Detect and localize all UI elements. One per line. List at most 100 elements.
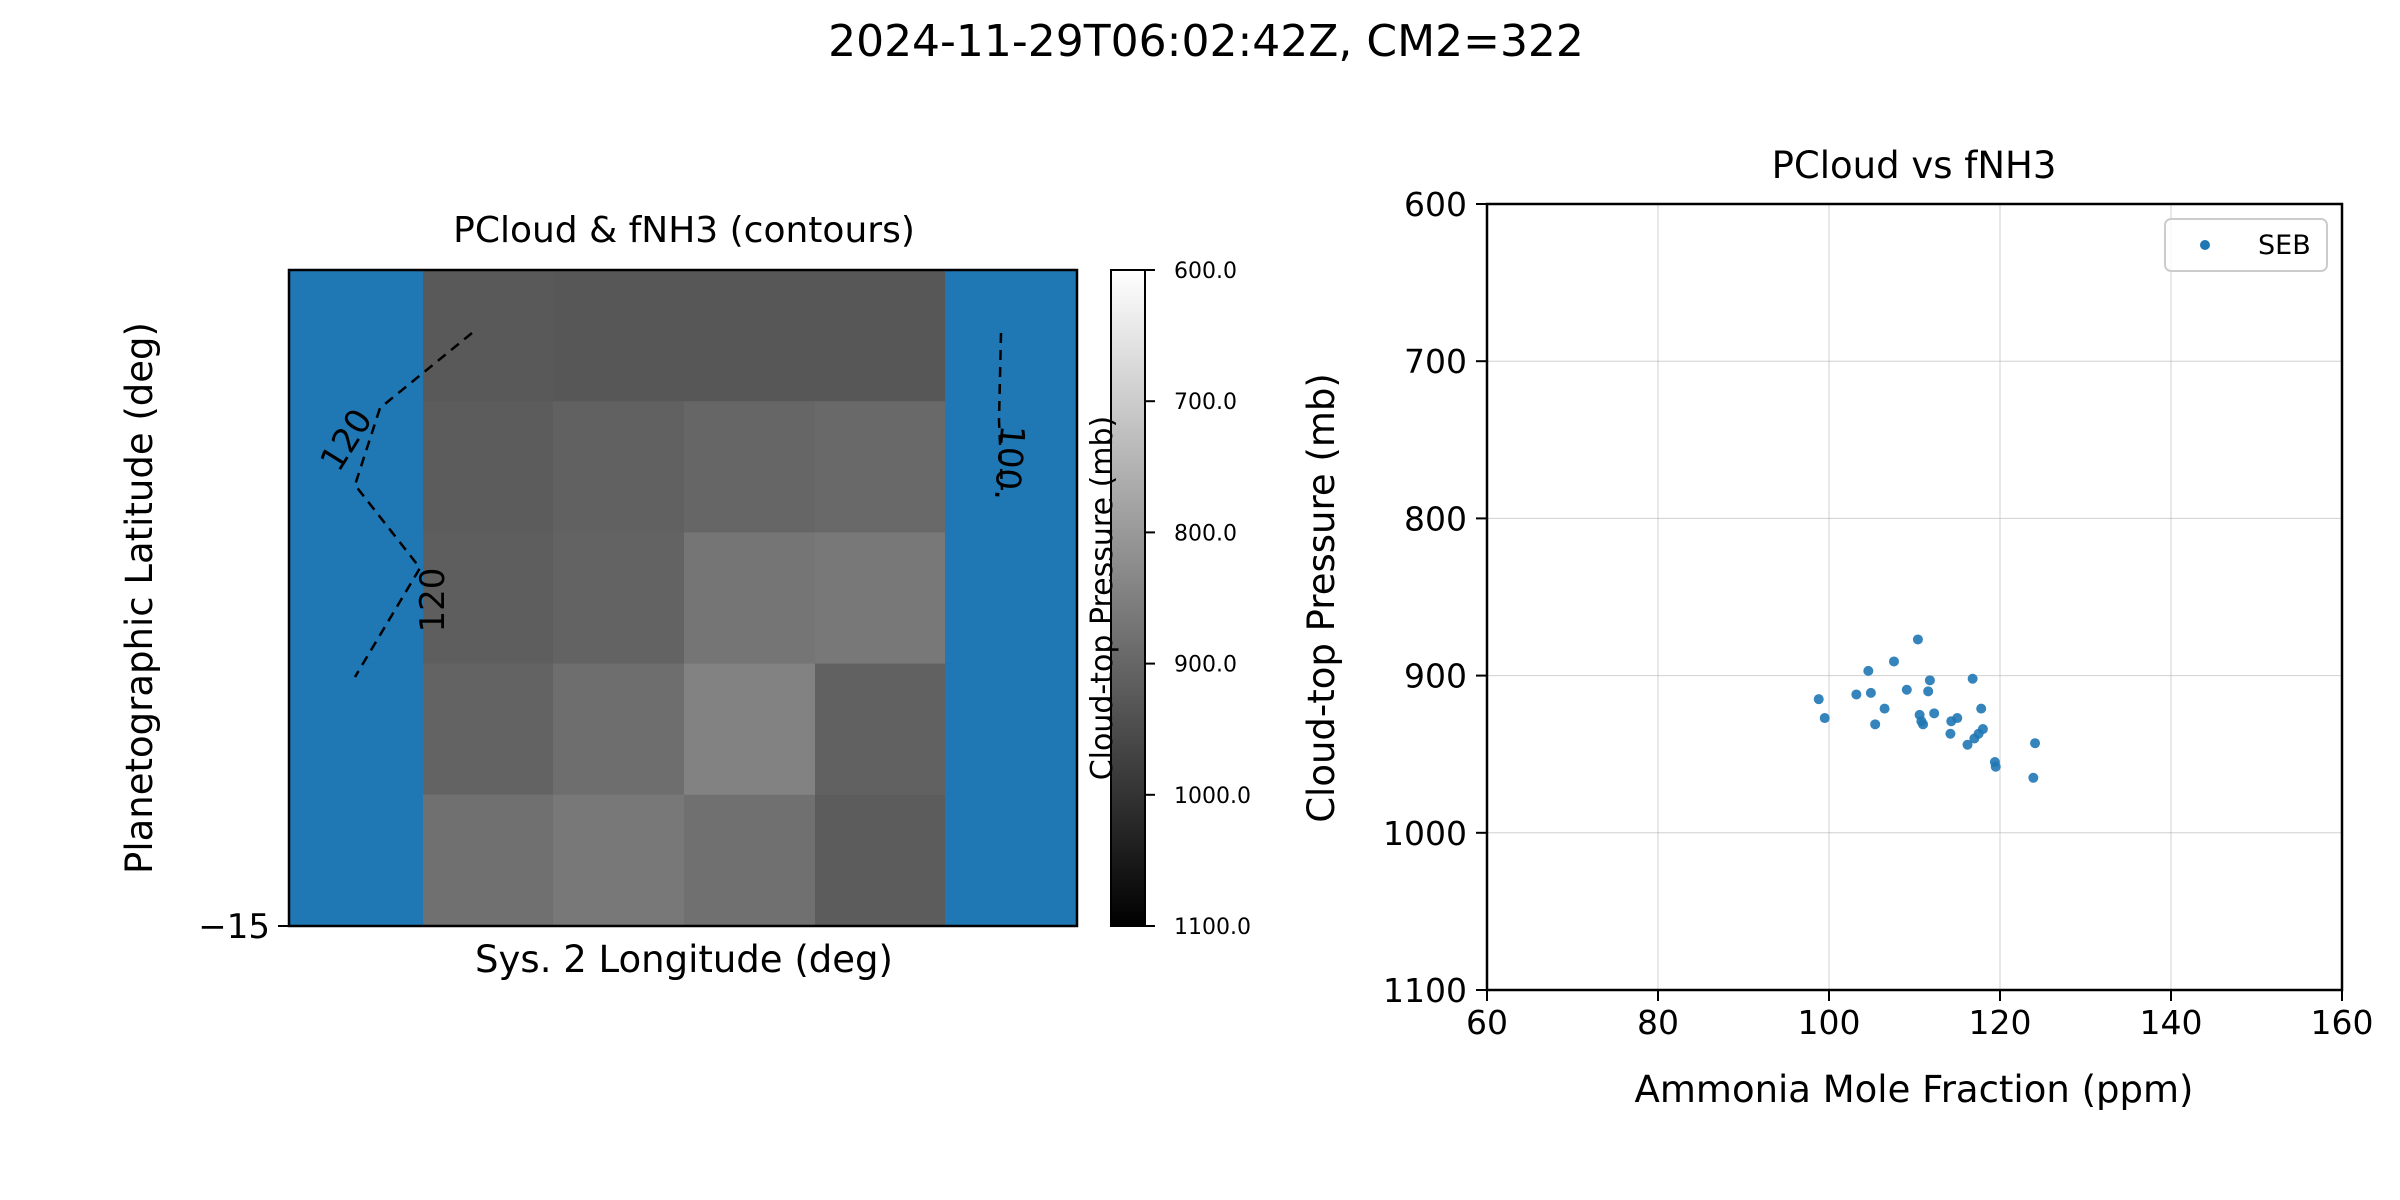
heatmap-cell bbox=[945, 532, 1077, 665]
heatmap-title: PCloud & fNH3 (contours) bbox=[453, 210, 915, 251]
heatmap-cell bbox=[553, 794, 684, 927]
heatmap-cell bbox=[553, 401, 684, 533]
heatmap-cell bbox=[289, 401, 423, 533]
scatter-point bbox=[1967, 673, 1978, 684]
heatmap-cell bbox=[553, 663, 684, 796]
scatter-grid bbox=[1486, 203, 2343, 991]
colorbar-tick-label: 1000.0 bbox=[1174, 784, 1251, 809]
colorbar-ticks: 600.0 700.0 800.0 900.0 1000.0 1100.0 bbox=[1145, 259, 1251, 940]
heatmap-cell bbox=[815, 401, 945, 533]
scatter-point bbox=[2030, 738, 2041, 749]
heatmap-contour-line bbox=[997, 332, 1004, 491]
heatmap-cell bbox=[815, 270, 945, 402]
heatmap-cell bbox=[423, 663, 553, 796]
scatter-legend-box bbox=[2164, 218, 2328, 272]
scatter-legend-label: SEB bbox=[2258, 230, 2311, 261]
heatmap-contour-label: 120 bbox=[413, 568, 453, 633]
heatmap-cells bbox=[289, 270, 1077, 927]
scatter-point bbox=[1888, 656, 1899, 667]
colorbar-tick-label: 800.0 bbox=[1174, 521, 1237, 546]
scatter-point bbox=[1851, 689, 1862, 700]
heatmap-cell bbox=[945, 794, 1077, 927]
scatter-points bbox=[1813, 634, 2041, 783]
scatter-point bbox=[1912, 634, 1923, 645]
scatter-point bbox=[1865, 687, 1876, 698]
scatter-y-tick-label: 1100 bbox=[1383, 971, 1467, 1010]
scatter-y-axis-label: Cloud-top Pressure (mb) bbox=[1300, 373, 1343, 823]
scatter-point bbox=[1819, 713, 1830, 724]
heatmap-y-tick-label: −15 bbox=[198, 907, 270, 947]
heatmap-cell bbox=[553, 532, 684, 665]
heatmap-cell bbox=[684, 532, 815, 665]
heatmap-cell bbox=[423, 270, 553, 402]
colorbar-tick-label: 900.0 bbox=[1174, 653, 1237, 678]
heatmap-cell bbox=[684, 270, 815, 402]
colorbar-tick-label: 1100.0 bbox=[1174, 915, 1251, 940]
heatmap-cell bbox=[815, 532, 945, 665]
scatter-point bbox=[1962, 739, 1973, 750]
scatter-point bbox=[1879, 703, 1890, 714]
heatmap-contour-line bbox=[353, 332, 473, 678]
scatter-x-tick-label: 120 bbox=[1969, 1003, 2032, 1042]
heatmap-cell bbox=[423, 794, 553, 927]
scatter-point bbox=[1923, 686, 1934, 697]
heatmap-contour-label: 100. bbox=[986, 424, 1032, 503]
scatter-point bbox=[1901, 684, 1912, 695]
heatmap-cell bbox=[945, 270, 1077, 402]
scatter-legend-marker bbox=[2200, 240, 2210, 250]
scatter-point bbox=[1863, 665, 1874, 676]
scatter-x-tick-label: 140 bbox=[2140, 1003, 2203, 1042]
heatmap-cell bbox=[423, 532, 553, 665]
heatmap-cell bbox=[815, 794, 945, 927]
heatmap-cell bbox=[684, 401, 815, 533]
scatter-point bbox=[1976, 703, 1987, 714]
scatter-title: PCloud vs fNH3 bbox=[1772, 144, 2057, 187]
colorbar: 600.0 700.0 800.0 900.0 1000.0 1100.0 Cloud-t… bbox=[1085, 259, 1251, 940]
scatter-x-tick-label: 160 bbox=[2311, 1003, 2374, 1042]
heatmap-cell bbox=[553, 270, 684, 402]
scatter-point bbox=[1990, 761, 2001, 772]
heatmap-x-axis-label: Sys. 2 Longitude (deg) bbox=[475, 938, 893, 981]
scatter-frame bbox=[1485, 202, 2344, 992]
scatter-ticks: 60 80 100 120 140 160 600 700 800 900 1000 1100 bbox=[1383, 185, 2373, 1042]
heatmap-cell bbox=[423, 401, 553, 533]
heatmap-cell bbox=[289, 532, 423, 665]
scatter-panel: PCloud vs fNH3 60 80 100 120 140 160 600 700 800… bbox=[1300, 144, 2374, 1111]
colorbar-tick-label: 600.0 bbox=[1174, 259, 1237, 284]
scatter-point bbox=[1924, 675, 1935, 686]
heatmap-cell bbox=[289, 270, 423, 402]
scatter-y-tick-label: 1000 bbox=[1383, 814, 1467, 853]
scatter-point bbox=[1945, 728, 1956, 739]
scatter-x-tick-label: 80 bbox=[1637, 1003, 1679, 1042]
heatmap-cell bbox=[684, 663, 815, 796]
colorbar-label: Cloud-top Pressure (mb) bbox=[1085, 416, 1120, 781]
scatter-point bbox=[1914, 709, 1925, 720]
heatmap-cell bbox=[945, 663, 1077, 796]
scatter-y-tick-label: 700 bbox=[1404, 342, 1467, 381]
figure-suptitle: 2024-11-29T06:02:42Z, CM2=322 bbox=[828, 16, 1584, 67]
heatmap-y-axis-label: Planetographic Latitude (deg) bbox=[118, 322, 161, 874]
scatter-point bbox=[1952, 713, 1963, 724]
scatter-x-tick-label: 60 bbox=[1466, 1003, 1508, 1042]
scatter-point bbox=[1813, 694, 1824, 705]
scatter-point bbox=[1870, 719, 1881, 730]
heatmap-frame bbox=[287, 268, 1079, 928]
heatmap-cell bbox=[684, 794, 815, 927]
scatter-point bbox=[2028, 772, 2039, 783]
colorbar-tick-label: 700.0 bbox=[1174, 390, 1237, 415]
scatter-y-tick-label: 800 bbox=[1404, 499, 1467, 538]
heatmap-cell bbox=[945, 401, 1077, 533]
scatter-point bbox=[1918, 719, 1929, 730]
heatmap-cell bbox=[815, 663, 945, 796]
heatmap-cell bbox=[289, 663, 423, 796]
scatter-x-tick-label: 100 bbox=[1798, 1003, 1861, 1042]
colorbar-gradient bbox=[1110, 269, 1146, 927]
scatter-point bbox=[1929, 708, 1940, 719]
scatter-x-axis-label: Ammonia Mole Fraction (ppm) bbox=[1635, 1068, 2194, 1111]
scatter-y-tick-label: 900 bbox=[1404, 657, 1467, 696]
scatter-legend: SEB bbox=[2164, 218, 2328, 272]
scatter-point bbox=[1977, 724, 1988, 735]
scatter-y-tick-label: 600 bbox=[1404, 185, 1467, 224]
heatmap-cell bbox=[289, 794, 423, 927]
